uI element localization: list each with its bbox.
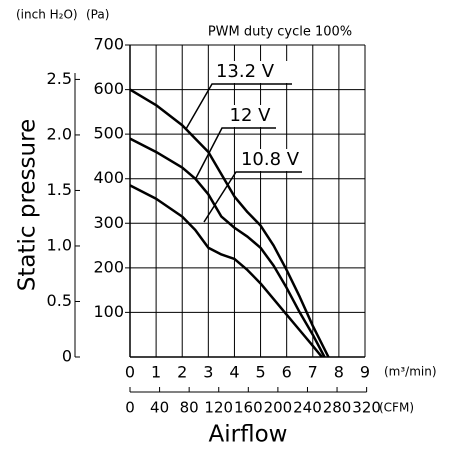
leader-line bbox=[203, 171, 302, 223]
label-bg bbox=[236, 149, 302, 171]
y-tick-label: 100 bbox=[93, 302, 124, 321]
x2-tick-label: 320 bbox=[352, 399, 381, 417]
curve-label: 10.8 V bbox=[241, 149, 300, 170]
x2-tick-label: 40 bbox=[150, 399, 169, 417]
y2-tick-label: 1.0 bbox=[47, 235, 72, 254]
y2-tick-label: 1.5 bbox=[47, 180, 72, 199]
label-bg bbox=[222, 105, 276, 127]
x-tick-label: 5 bbox=[255, 363, 265, 382]
x-tick-label: 4 bbox=[229, 363, 239, 382]
curve bbox=[129, 184, 323, 358]
y-tick-label: 600 bbox=[93, 79, 124, 98]
x-tick-label: 6 bbox=[282, 363, 292, 382]
x2-tick-label: 0 bbox=[125, 399, 135, 417]
y-tick-label: 200 bbox=[93, 257, 124, 276]
x-tick-label: 7 bbox=[308, 363, 318, 382]
x-axis-label: Airflow bbox=[209, 422, 288, 448]
x2-tick-label: 280 bbox=[323, 399, 352, 417]
y-tick-label: 400 bbox=[93, 168, 124, 187]
y-unit: (Pa) bbox=[86, 8, 109, 22]
y-tick-label: 500 bbox=[93, 124, 124, 143]
x-tick-label: 3 bbox=[203, 363, 213, 382]
y2-unit: (inch H₂O) bbox=[16, 8, 78, 22]
x-tick-label: 0 bbox=[125, 363, 135, 382]
y2-tick-label: 2.0 bbox=[47, 124, 72, 143]
x-tick-label: 9 bbox=[360, 363, 370, 382]
y2-tick-label: 0.5 bbox=[47, 291, 72, 310]
y-tick-label: 300 bbox=[93, 213, 124, 232]
y2-tick-label: 0 bbox=[62, 347, 72, 366]
x2-unit: (CFM) bbox=[379, 401, 414, 415]
y2-tick-label: 2.5 bbox=[47, 69, 72, 88]
label-bg bbox=[212, 61, 292, 83]
x-tick-label: 8 bbox=[334, 363, 344, 382]
x2-tick-label: 80 bbox=[180, 399, 199, 417]
curve bbox=[129, 88, 330, 358]
leader-line bbox=[195, 127, 276, 179]
x-tick-label: 2 bbox=[177, 363, 187, 382]
curve-label: 12 V bbox=[230, 105, 272, 126]
y-tick-label: 700 bbox=[93, 35, 124, 54]
x2-tick-label: 160 bbox=[234, 399, 263, 417]
curve bbox=[129, 137, 326, 358]
x2-tick-label: 200 bbox=[264, 399, 293, 417]
x-unit: (m³/min) bbox=[384, 365, 437, 379]
y-axis-label: Static pressure bbox=[15, 119, 41, 291]
leader-line bbox=[185, 83, 292, 130]
chart-title: PWM duty cycle 100% bbox=[208, 25, 352, 40]
x-tick-label: 1 bbox=[151, 363, 161, 382]
curve-label: 13.2 V bbox=[216, 61, 275, 82]
x2-tick-label: 240 bbox=[293, 399, 322, 417]
x2-tick-label: 120 bbox=[204, 399, 233, 417]
